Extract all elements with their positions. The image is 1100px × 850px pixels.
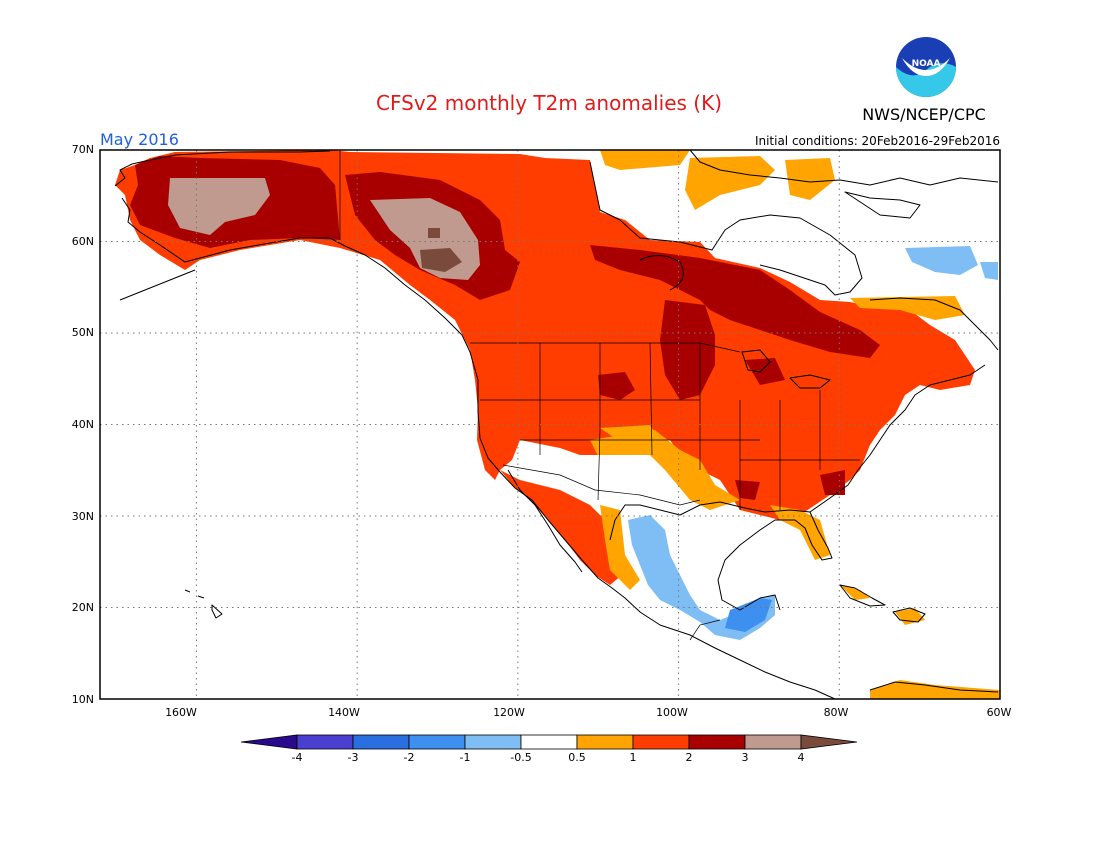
colorbar-segment (408, 734, 466, 750)
initial-conditions-label: Initial conditions: 20Feb2016-29Feb2016 (755, 134, 1000, 148)
anomaly-area-labrador-lightblue (905, 246, 978, 275)
lon-tick-label: 80W (824, 706, 849, 719)
anomaly-area-florida-orange (770, 505, 830, 560)
colorbar-tick-label: 4 (798, 751, 805, 764)
colorbar-segment (296, 734, 354, 750)
anomaly-area-plains-darkred (660, 300, 715, 400)
anomaly-area-caribbean (870, 680, 1000, 699)
colorbar-segment (632, 734, 690, 750)
lon-axis: 160W 140W 120W 100W 80W 60W (165, 706, 1011, 719)
anomaly-area-hudson-darkred (590, 245, 880, 358)
lat-tick-label: 40N (72, 418, 94, 431)
lon-tick-label: 160W (165, 706, 197, 719)
colorbar (240, 734, 858, 750)
colorbar-tick-label: 2 (686, 751, 693, 764)
colorbar-tick-label: -4 (292, 751, 303, 764)
anomaly-area-canada-orange-1 (685, 156, 775, 210)
graticule (100, 150, 1000, 699)
colorbar-segment (352, 734, 410, 750)
anomaly-area-canada-orange-3 (600, 150, 690, 170)
anomaly-area-cuba (840, 585, 870, 600)
noaa-logo: NOAA (896, 37, 956, 97)
anomaly-area-yucatan-blue (725, 598, 772, 632)
anomaly-area-alaska-tan (168, 178, 270, 235)
colorbar-labels: -4 -3 -2 -1 -0.5 0.5 1 2 3 4 (292, 751, 805, 764)
lon-tick-label: 60W (987, 706, 1012, 719)
colorbar-arrow-low (240, 734, 298, 750)
lon-tick-label: 120W (493, 706, 525, 719)
figure-title: CFSv2 monthly T2m anomalies (K) (376, 91, 722, 115)
colorbar-segment (688, 734, 746, 750)
month-label: May 2016 (100, 130, 179, 149)
colorbar-segment (744, 734, 802, 750)
lat-tick-label: 10N (72, 693, 94, 706)
colorbar-tick-label: -2 (404, 751, 415, 764)
anomaly-area-mexico-lightblue (628, 515, 775, 640)
anomaly-area-labrador-lightblue-2 (980, 262, 998, 280)
lat-tick-label: 20N (72, 601, 94, 614)
colorbar-segment (576, 734, 634, 750)
anomaly-area-yukon-brown (420, 248, 462, 272)
noaa-logo-text: NOAA (912, 59, 941, 69)
organization-label: NWS/NCEP/CPC (862, 105, 986, 124)
map-frame (99, 149, 1001, 700)
colorbar-segment (520, 734, 578, 750)
anomaly-area-alaska-canada (115, 150, 975, 520)
anomaly-area-mexico-orange (600, 505, 640, 590)
lat-tick-label: 30N (72, 510, 94, 523)
lat-tick-label: 60N (72, 235, 94, 248)
lon-tick-label: 100W (656, 706, 688, 719)
coastlines (114, 149, 999, 700)
anomaly-area-canada-orange-2 (785, 158, 835, 200)
anomaly-area-yukon-brown-2 (428, 228, 440, 238)
lat-tick-label: 70N (72, 143, 94, 156)
anomaly-area-lower-white (560, 455, 598, 475)
colorbar-segment (464, 734, 522, 750)
lat-tick-label: 50N (72, 326, 94, 339)
colorbar-arrow-high (800, 734, 858, 750)
anomaly-area-southwest-orange (590, 430, 740, 510)
colorbar-tick-label: -1 (460, 751, 471, 764)
anomaly-area-southeast-darkred (735, 480, 760, 500)
anomaly-area-carolina-darkred (820, 470, 845, 495)
colorbar-tick-label: 3 (742, 751, 749, 764)
anomaly-area-quebec-orange (850, 296, 965, 320)
colorbar-tick-label: 0.5 (568, 751, 586, 764)
anomaly-field (115, 150, 1000, 699)
lon-tick-label: 140W (328, 706, 360, 719)
anomaly-area-montana-darkred (598, 372, 635, 400)
lat-axis: 70N 60N 50N 40N 30N 20N 10N (72, 143, 94, 706)
political-boundaries (339, 150, 860, 641)
anomaly-area-greatlakes-darkred (745, 358, 785, 385)
colorbar-tick-label: -3 (348, 751, 359, 764)
colorbar-tick-label: 1 (630, 751, 637, 764)
map-panel: 70N 60N 50N 40N 30N 20N 10N 160W 140W 12… (72, 143, 1012, 719)
colorbar-tick-label: -0.5 (510, 751, 531, 764)
anomaly-area-newmexico-white (598, 455, 652, 498)
